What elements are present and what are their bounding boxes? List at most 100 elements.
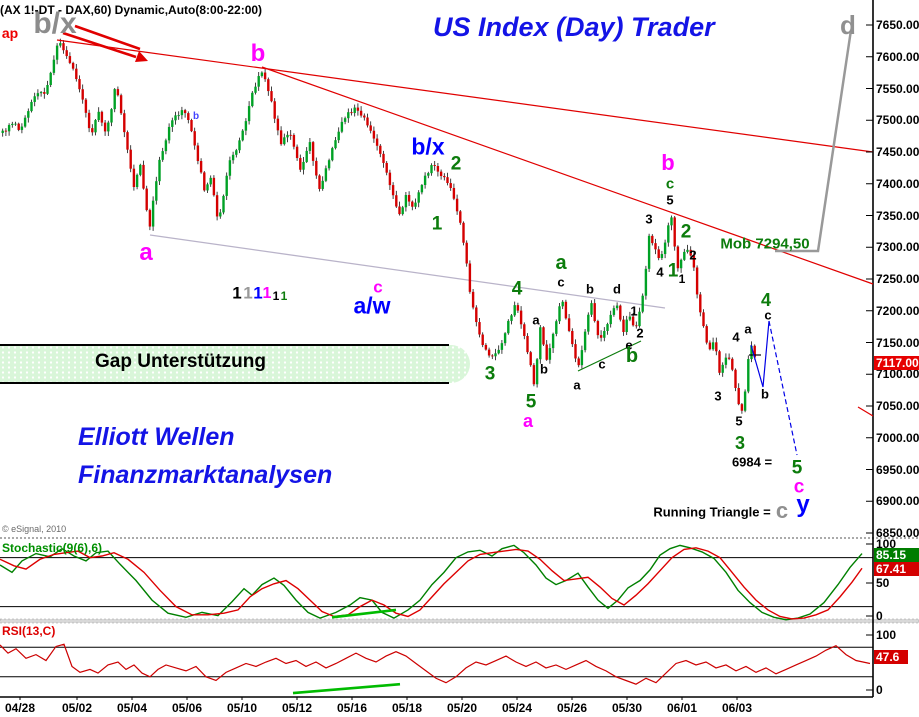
candle-body [395, 195, 398, 207]
date-axis-label: 04/28 [4, 701, 36, 715]
candle-body [535, 359, 539, 385]
annotation-c: c [598, 356, 606, 372]
annotation-b-x: b/x [33, 7, 77, 40]
annotation-c: c [373, 277, 383, 297]
candle-body [641, 295, 644, 312]
candle-body [177, 115, 180, 117]
annotation-b: b [625, 345, 639, 367]
candle-body [4, 130, 8, 132]
stoch-divergence-line [331, 608, 397, 619]
price-axis-label: 7300.00 [876, 240, 919, 255]
candle-body [382, 153, 385, 163]
candle-body [657, 249, 660, 259]
red-axis-tick [857, 406, 874, 417]
candle-body [391, 185, 395, 196]
candle-body [135, 174, 139, 187]
candle-body [353, 107, 356, 114]
candle-body [183, 110, 187, 114]
candle-body [238, 140, 241, 151]
candle-body [87, 112, 91, 129]
annotation-b: b [250, 40, 266, 67]
annotation-mob-7294-50: Mob 7294,50 [720, 235, 810, 253]
candle-body [622, 319, 625, 333]
candle-body [711, 342, 715, 350]
candle-body [539, 327, 542, 360]
candle-body [455, 198, 459, 212]
candle-body [439, 171, 443, 177]
candle-body [225, 175, 228, 196]
candle-body [667, 225, 670, 243]
candle-body [331, 148, 334, 161]
price-axis-label: 7050.00 [876, 399, 919, 413]
candle-body [692, 255, 696, 268]
candle-body [279, 130, 283, 145]
candle-body [644, 268, 648, 296]
annotation-a: a [532, 312, 540, 328]
brand-line-2: Finanzmarktanalysen [78, 461, 333, 489]
annotation-2: 2 [680, 221, 692, 243]
date-axis-label: 05/04 [116, 701, 148, 715]
candle-body [299, 158, 302, 170]
candle-body [670, 217, 673, 226]
copyright-text: © eSignal, 2010 [2, 524, 67, 534]
annotation-b-x: b/x [411, 133, 445, 160]
resistance-trendline-upper [56, 39, 874, 153]
annotation-c: c [764, 307, 772, 323]
candle-body [587, 314, 590, 332]
date-axis-label: 05/06 [171, 701, 203, 715]
candle-body [398, 206, 401, 215]
annotation-5: 5 [666, 192, 674, 208]
candle-body [459, 211, 462, 223]
price-axis-label: 6850.00 [876, 526, 919, 540]
candle-body [679, 259, 683, 269]
candle-body [251, 92, 254, 107]
annotation-c: c [793, 476, 805, 498]
candle-body [129, 149, 132, 169]
rsi-divergence-line [292, 682, 401, 695]
candle-body [599, 335, 603, 338]
price-axis-label: 7200.00 [876, 303, 919, 318]
candle-body [97, 111, 100, 121]
candle-body [385, 162, 388, 173]
candle-body [631, 316, 635, 326]
annotation-a: a [139, 239, 153, 266]
candle-body [123, 113, 126, 133]
candle-body [148, 210, 152, 227]
candle-body [375, 138, 379, 146]
candle-body [17, 123, 20, 130]
rsi-line [0, 643, 871, 685]
candle-body [139, 164, 142, 175]
annotation-y: y [796, 491, 810, 518]
candle-body [731, 358, 734, 370]
candle-body [420, 185, 424, 193]
candle-body [286, 134, 289, 138]
candle-body [155, 181, 158, 201]
gap-band-bottom-line [0, 382, 449, 384]
candle-body [737, 387, 740, 405]
candle-body [699, 294, 702, 313]
candle-body [215, 195, 219, 217]
candle-body [228, 160, 232, 176]
candle-body [551, 333, 555, 349]
candle-body [615, 305, 619, 309]
date-axis-label: 05/24 [501, 701, 533, 715]
candle-body [295, 146, 299, 159]
candle-body [590, 303, 593, 315]
rsi-label: RSI(13,C) [2, 624, 56, 638]
annotation-b: b [540, 361, 548, 377]
candle-body [414, 202, 417, 207]
price-axis-label: 6950.00 [876, 462, 919, 477]
candle-body [190, 120, 193, 132]
candle-body [715, 342, 718, 352]
candle-body [497, 349, 500, 354]
annotation-a: a [573, 377, 581, 393]
candle-body [39, 92, 43, 94]
candle-body [507, 320, 510, 334]
gap-band-top-line [0, 344, 449, 346]
candle-body [619, 305, 622, 320]
candle-body [523, 324, 526, 336]
annotation-c: c [775, 498, 789, 523]
candle-body [433, 165, 436, 167]
candle-body [126, 132, 129, 150]
